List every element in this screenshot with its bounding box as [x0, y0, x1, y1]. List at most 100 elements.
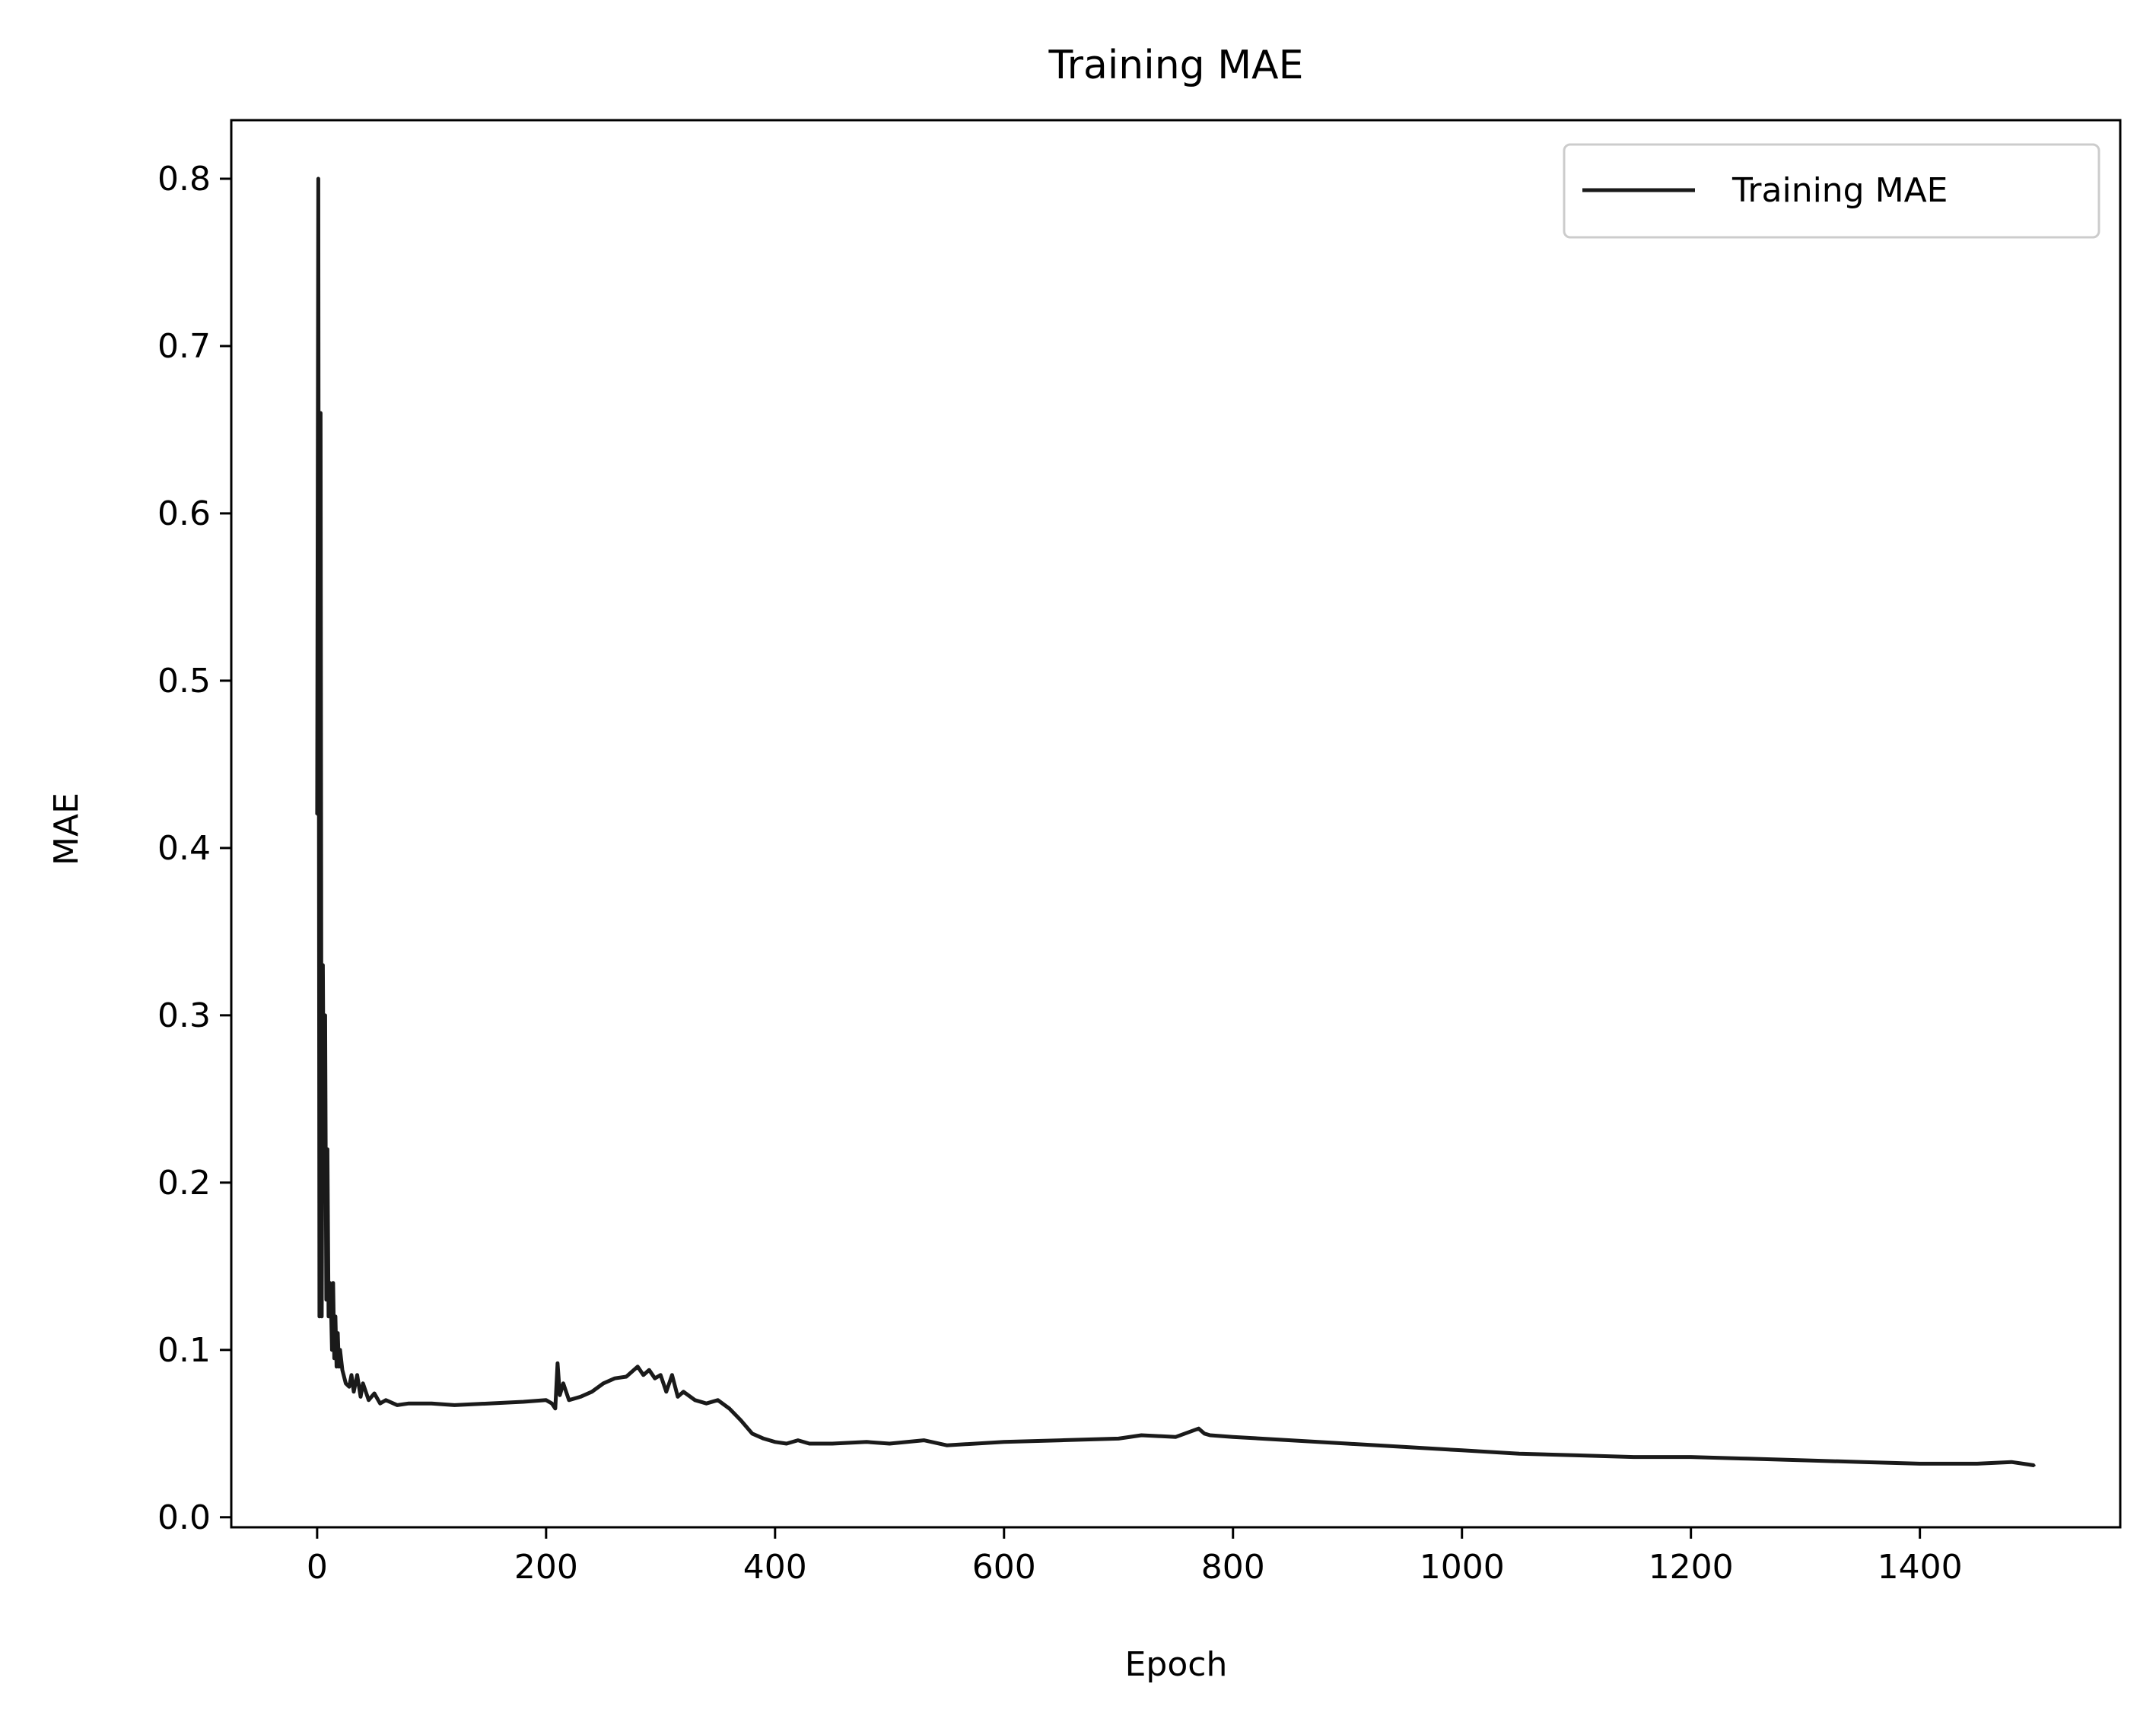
series-point [367, 1399, 370, 1402]
y-tick-label: 0.7 [157, 327, 211, 366]
y-tick-label: 0.2 [157, 1164, 211, 1203]
series-point [665, 1390, 668, 1393]
series-point [344, 1382, 347, 1385]
series-point [334, 1315, 337, 1318]
series-point [705, 1402, 708, 1405]
series-point [330, 1349, 333, 1352]
series-point [888, 1442, 891, 1445]
series-point [1203, 1432, 1206, 1435]
series-point [2033, 1464, 2036, 1467]
y-tick-label: 0.6 [157, 494, 211, 533]
series-point [350, 1374, 353, 1377]
series-point [545, 1399, 548, 1402]
series-point [1175, 1435, 1177, 1438]
series-point [717, 1399, 720, 1402]
series-point [1346, 1442, 1349, 1445]
series-point [337, 1365, 340, 1368]
series-point [1003, 1441, 1006, 1444]
series-point [642, 1374, 645, 1377]
series-line-training-mae [315, 176, 2035, 1468]
series-point [554, 1407, 557, 1410]
series-point [320, 1315, 323, 1318]
series-point [1976, 1462, 1979, 1465]
x-tick-label: 0 [307, 1548, 328, 1587]
series-point [831, 1442, 834, 1445]
series-point [318, 1315, 321, 1318]
series-point [946, 1444, 949, 1447]
x-tick-label: 600 [972, 1548, 1036, 1587]
series-point [865, 1441, 868, 1444]
y-tick-label: 0.8 [157, 160, 211, 199]
series-point [341, 1368, 344, 1371]
series-point [1919, 1462, 1922, 1465]
series-point [728, 1407, 731, 1410]
series-point [332, 1282, 335, 1285]
x-axis-label: Epoch [1125, 1645, 1228, 1684]
x-tick-label: 200 [514, 1548, 578, 1587]
series-point [579, 1395, 582, 1398]
x-tick-label: 800 [1201, 1548, 1265, 1587]
series-point [430, 1402, 433, 1405]
series-point [359, 1395, 362, 1398]
series-point [602, 1382, 605, 1385]
series-point [1289, 1439, 1292, 1442]
series-point [659, 1374, 662, 1377]
y-tick-label: 0.4 [157, 829, 211, 868]
series-point [329, 1298, 332, 1301]
series-point [327, 1315, 330, 1318]
series-point [561, 1382, 564, 1385]
series-point [1632, 1456, 1635, 1459]
series-point [625, 1375, 628, 1378]
series-point [379, 1402, 382, 1405]
series-point [356, 1374, 359, 1377]
y-axis: 0.0 0.1 0.2 0.3 0.4 0.5 0.6 0.7 0.8 [157, 160, 231, 1537]
series-point [325, 1298, 328, 1301]
series-point [568, 1399, 571, 1402]
series-point [319, 411, 322, 415]
legend: Training MAE [1563, 143, 2100, 239]
series-point [797, 1439, 800, 1442]
series-point [328, 1282, 331, 1285]
series-point [1861, 1460, 1864, 1463]
y-tick-label: 0.3 [157, 996, 211, 1035]
series-point [739, 1419, 743, 1422]
series-point [339, 1349, 342, 1352]
series-point [1804, 1459, 1807, 1462]
series-point [2010, 1460, 2013, 1463]
series-point [1461, 1449, 1464, 1452]
series-point [653, 1377, 657, 1380]
series-point [323, 1181, 326, 1184]
series-point [1403, 1445, 1406, 1448]
series-point [316, 813, 319, 816]
series-point [1117, 1437, 1120, 1440]
series-point [751, 1432, 754, 1435]
y-tick-label: 0.0 [157, 1498, 211, 1537]
series-point [693, 1399, 696, 1402]
series-point [922, 1439, 925, 1442]
legend-box [1563, 143, 2100, 239]
series-point [682, 1390, 685, 1393]
series-point [774, 1441, 777, 1444]
series-point [1209, 1434, 1212, 1437]
x-tick-label: 1200 [1649, 1548, 1734, 1587]
x-tick-label: 1000 [1420, 1548, 1505, 1587]
y-tick-label: 0.1 [157, 1331, 211, 1370]
series-point [321, 964, 324, 967]
series-point [352, 1390, 355, 1393]
series-point [613, 1377, 616, 1380]
series-point [762, 1437, 765, 1440]
x-axis: 0 200 400 600 800 1000 1200 1400 [307, 1527, 1963, 1587]
series-point [361, 1382, 364, 1385]
plot-area [315, 176, 2036, 1468]
series-point [316, 177, 320, 180]
series-point [522, 1400, 525, 1403]
series-point [590, 1390, 593, 1393]
series-point [1747, 1457, 1750, 1460]
series-point [348, 1385, 351, 1388]
series-point [636, 1365, 639, 1368]
series-point [785, 1442, 788, 1445]
series-point [396, 1403, 399, 1406]
series-point [808, 1442, 811, 1445]
